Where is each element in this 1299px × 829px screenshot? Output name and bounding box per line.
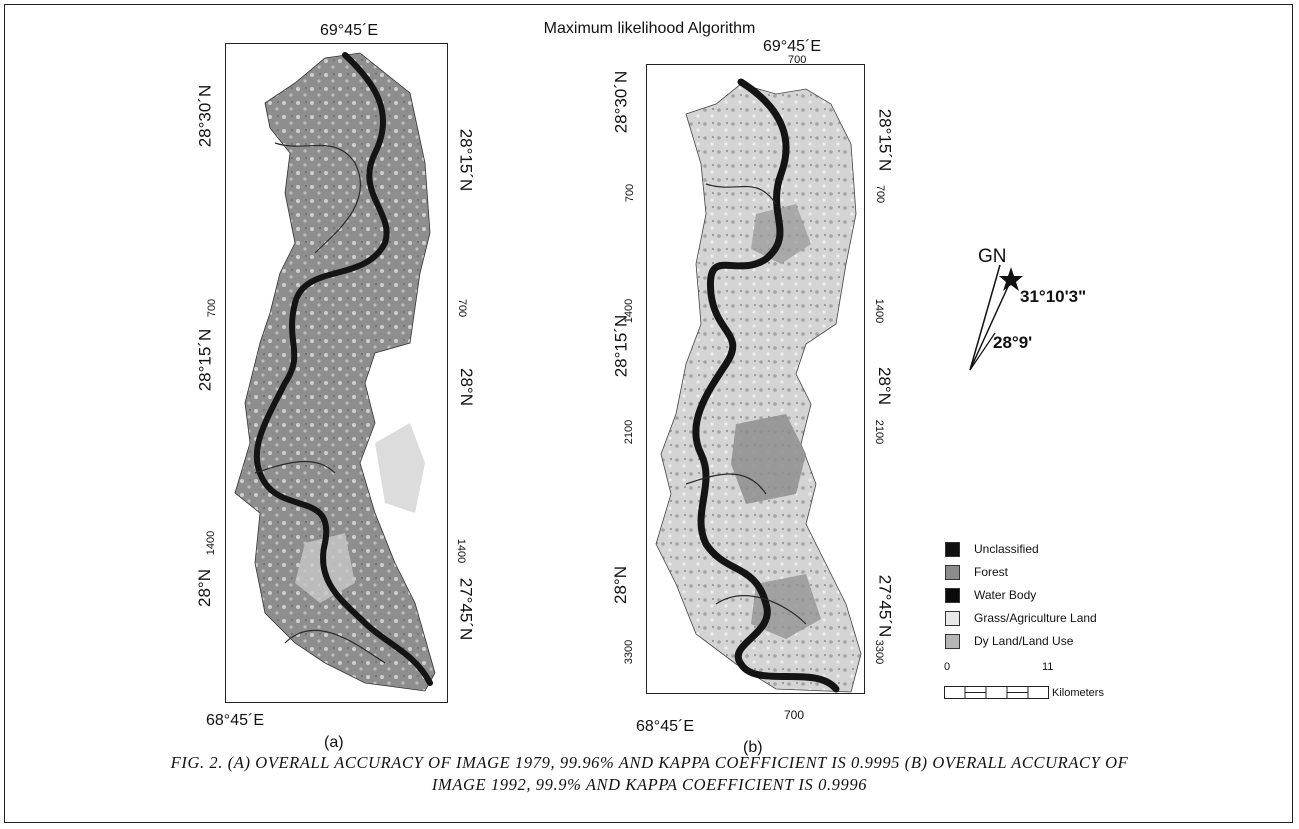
legend-swatch-forest [945,564,960,580]
scale-start-label: 0 [944,661,951,673]
panel-b-right-lat-mid: 28°N [874,367,894,405]
map-b-river [692,78,840,693]
north-star-icon [999,267,1023,291]
panel-a-top-longitude: 69°45´E [320,22,378,39]
panel-b-left-tick-2100: 2100 [623,419,636,445]
panel-b-right-tick-1400: 1400 [873,298,886,324]
panel-b-left-lat-mid: 28°15´N [611,314,631,378]
scale-unit-label: Kilometers [1052,687,1104,699]
legend-item-grass-agriculture: Grass/Agriculture Land [945,609,1097,627]
caption-line-2: image 1992, 99.9% and kappa coefficient … [431,775,868,794]
map-panel-b-frame [646,64,865,694]
map-b-river-thin [685,183,807,625]
panel-b-left-lat-bottom: 28°N [610,566,630,604]
figure-frame [4,4,1293,823]
figure-title: Maximum likelihood Algorithm [543,20,756,37]
panel-b-left-tick-700: 700 [624,183,637,203]
legend-label-water-body: Water Body [974,588,1037,602]
panel-a-right-lat-mid: 28°N [456,368,476,406]
panel-a-left-tick-700: 700 [206,298,219,318]
map-panel-a-frame [225,43,448,703]
legend-label-grass-agriculture: Grass/Agriculture Land [974,611,1097,625]
panel-a-right-lat-top: 28°15´N [456,128,476,192]
legend-item-unclassified: Unclassified [945,540,1039,558]
panel-a-left-tick-1400: 1400 [205,530,218,556]
legend-item-water-body: Water Body [945,586,1036,604]
north-arrow-angle-2: 28°9' [993,333,1033,352]
panel-b-right-lat-top: 28°15´N [875,108,895,172]
north-arrow-label: GN [978,246,1007,267]
scale-end-label: 11 [1042,661,1054,673]
panel-b-right-tick-700: 700 [874,184,887,204]
panel-b-bottom-longitude: 68°45´E [636,718,694,735]
map-b [655,78,862,693]
panel-b-top-tick: 700 [788,54,807,66]
panel-b-right-tick-2100: 2100 [873,419,886,445]
legend-swatch-dry-land [945,633,960,649]
panel-b-left-tick-3300: 3300 [623,639,636,665]
map-a-light-patch-1 [375,423,425,513]
panel-b-left-tick-1400: 1400 [623,298,636,324]
panel-a-left-lat-bottom: 28°N [194,569,214,607]
caption-line-1: Fig. 2. (A) Overall accuracy of image 19… [170,753,1129,772]
panel-a-left-lat-mid: 28°15´N [195,328,215,392]
legend-swatch-water-body [945,587,960,603]
map-a [234,52,436,692]
panel-b-right-lat-bottom: 27°45´N [875,574,895,638]
figure-caption: Fig. 2. (A) Overall accuracy of image 19… [40,752,1259,796]
panel-b-left-lat-top: 28°30´N [611,70,631,134]
panel-b-right-tick-3300: 3300 [873,639,886,665]
map-a-river-thin-1 [254,142,386,664]
north-arrow-angle-1: 31°10'3" [1020,287,1087,306]
panel-a-left-lat-top: 28°30´N [195,84,215,148]
map-b-forest-patch-2 [751,574,821,639]
panel-b-label: (b) [743,739,763,756]
map-a-river [253,52,433,686]
panel-a-right-tick-1400: 1400 [455,538,468,564]
panel-a-right-lat-bottom: 27°45´N [456,577,476,641]
legend-label-unclassified: Unclassified [974,542,1039,556]
panel-a-bottom-longitude: 68°45´E [206,712,264,729]
panel-a-right-tick-700: 700 [456,298,469,318]
map-b-forest-patch-1 [731,414,806,504]
legend-swatch-unclassified [945,541,960,557]
panel-b-bottom-tick: 700 [784,708,805,722]
panel-a-label: (a) [324,734,344,751]
north-arrow-icon [969,264,1023,371]
scale-bar [944,686,1049,699]
legend-item-dry-land: Dy Land/Land Use [945,632,1073,650]
legend-label-dry-land: Dy Land/Land Use [974,634,1074,648]
panel-b-top-longitude: 69°45´E [763,38,821,55]
legend-item-forest: Forest [945,563,1008,581]
legend-label-forest: Forest [974,565,1009,579]
legend-swatch-grass-agriculture [945,610,960,626]
